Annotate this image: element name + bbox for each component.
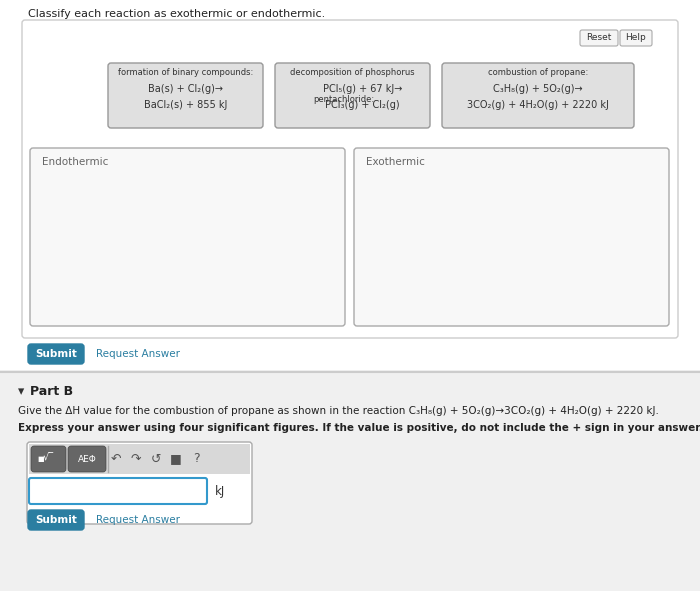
FancyBboxPatch shape: [620, 30, 652, 46]
Text: kJ: kJ: [215, 485, 225, 498]
Text: ?: ?: [193, 453, 200, 466]
FancyBboxPatch shape: [27, 442, 252, 524]
FancyBboxPatch shape: [22, 20, 678, 338]
Text: Request Answer: Request Answer: [96, 515, 180, 525]
Text: Help: Help: [626, 34, 646, 43]
FancyBboxPatch shape: [30, 148, 345, 326]
FancyBboxPatch shape: [354, 148, 669, 326]
Text: combustion of propane:: combustion of propane:: [488, 68, 588, 77]
Text: Endothermic: Endothermic: [42, 157, 108, 167]
Text: Request Answer: Request Answer: [96, 349, 180, 359]
Text: Classify each reaction as exothermic or endothermic.: Classify each reaction as exothermic or …: [28, 9, 326, 19]
FancyBboxPatch shape: [29, 478, 207, 504]
FancyBboxPatch shape: [442, 63, 634, 128]
Text: ↷: ↷: [131, 453, 141, 466]
Text: Part B: Part B: [30, 385, 73, 398]
FancyBboxPatch shape: [31, 446, 66, 472]
Text: AEΦ: AEΦ: [78, 454, 97, 463]
Text: C₃H₈(g) + 5O₂(g)→: C₃H₈(g) + 5O₂(g)→: [494, 84, 583, 94]
Text: BaCl₂(s) + 855 kJ: BaCl₂(s) + 855 kJ: [144, 100, 228, 110]
FancyBboxPatch shape: [108, 63, 263, 128]
Text: Submit: Submit: [35, 515, 77, 525]
Text: ■: ■: [37, 456, 43, 462]
Text: Submit: Submit: [35, 349, 77, 359]
Text: ■: ■: [170, 453, 182, 466]
Text: Give the ΔH value for the combustion of propane as shown in the reaction C₃H₈(g): Give the ΔH value for the combustion of …: [18, 406, 659, 416]
FancyBboxPatch shape: [28, 344, 84, 364]
FancyBboxPatch shape: [68, 446, 106, 472]
Text: 3CO₂(g) + 4H₂O(g) + 2220 kJ: 3CO₂(g) + 4H₂O(g) + 2220 kJ: [467, 100, 609, 110]
FancyBboxPatch shape: [580, 30, 618, 46]
Bar: [29, 444, 250, 474]
Text: ↶: ↶: [111, 453, 121, 466]
Bar: [0, 370, 700, 591]
Text: ↺: ↺: [150, 453, 161, 466]
Text: Exothermic: Exothermic: [366, 157, 425, 167]
FancyBboxPatch shape: [275, 63, 430, 128]
Text: decomposition of phosphorus: decomposition of phosphorus: [290, 68, 415, 77]
Text: √‾: √‾: [43, 452, 54, 462]
Bar: [0, 0, 700, 370]
Text: PCl₅(g) + 67 kJ→: PCl₅(g) + 67 kJ→: [323, 84, 402, 94]
Text: Reset: Reset: [587, 34, 612, 43]
Text: pentachloride:: pentachloride:: [313, 95, 374, 104]
Text: formation of binary compounds:: formation of binary compounds:: [118, 68, 253, 77]
Text: ▾: ▾: [18, 385, 25, 398]
Text: Express your answer using four significant figures. If the value is positive, do: Express your answer using four significa…: [18, 423, 700, 433]
Text: Ba(s) + Cl₂(g)→: Ba(s) + Cl₂(g)→: [148, 84, 223, 94]
FancyBboxPatch shape: [28, 510, 84, 530]
Text: PCl₃(g) + Cl₂(g): PCl₃(g) + Cl₂(g): [326, 100, 400, 110]
